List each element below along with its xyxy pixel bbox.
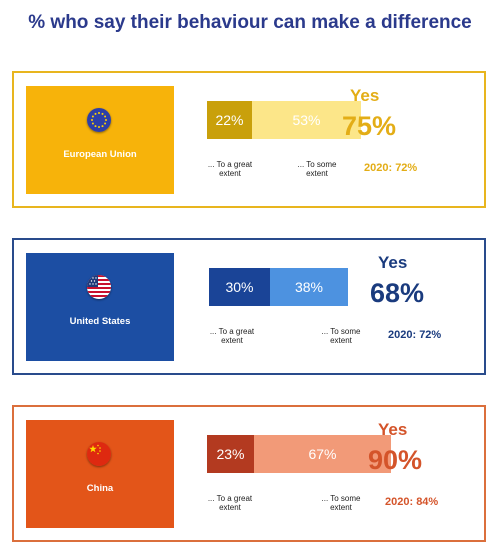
country-name-eu: European Union (63, 149, 137, 160)
stacked-bar-us: 30% 38% (209, 268, 348, 306)
yes-label-eu: Yes (350, 86, 380, 105)
flag-panel-china: China (26, 420, 174, 528)
china-flag-icon (87, 442, 111, 466)
previous-year-us: 2020: 72% (388, 329, 442, 341)
country-name-us: United States (69, 316, 131, 327)
chart-title: % who say their behaviour can make a dif… (28, 12, 472, 33)
region-card-china: China 23% 67% ... To a great extent ... T… (12, 405, 486, 542)
bar-segment-great-extent-china: 23% (207, 435, 254, 473)
total-yes-china: 90% (368, 445, 423, 475)
yes-label-china: Yes (378, 420, 408, 439)
bar-segment-great-extent-eu: 22% (207, 101, 252, 139)
bar-segment-some-extent-eu: 53% (252, 101, 361, 139)
bar-segment-some-extent-us: 38% (270, 268, 348, 306)
us-flag-icon (87, 275, 111, 299)
stacked-bar-eu: 22% 53% (207, 101, 361, 139)
stacked-bar-china: 23% 67% (207, 435, 391, 473)
label-great-extent-eu: ... To a great extent (207, 160, 253, 178)
bar-segment-great-extent-us: 30% (209, 268, 270, 306)
previous-year-eu: 2020: 72% (364, 162, 418, 174)
previous-year-china: 2020: 84% (385, 496, 439, 508)
label-great-extent-us: ... To a great extent (209, 327, 255, 345)
eu-flag-icon (87, 108, 111, 132)
label-some-extent-us: ... To some extent (321, 327, 361, 345)
flag-panel-us: United States (26, 253, 174, 361)
region-card-us: United States 30% 38% ... To a great exte… (12, 238, 486, 375)
label-some-extent-china: ... To some extent (321, 494, 361, 512)
yes-label-us: Yes (378, 253, 408, 272)
region-card-eu: European Union 22% 53% ... To a great ext… (12, 71, 486, 208)
total-yes-us: 68% (370, 278, 425, 308)
label-some-extent-eu: ... To some extent (297, 160, 337, 178)
country-name-china: China (86, 483, 114, 494)
flag-panel-eu: European Union (26, 86, 174, 194)
bar-segment-some-extent-china: 67% (254, 435, 391, 473)
label-great-extent-china: ... To a great extent (207, 494, 253, 512)
total-yes-eu: 75% (342, 111, 397, 141)
